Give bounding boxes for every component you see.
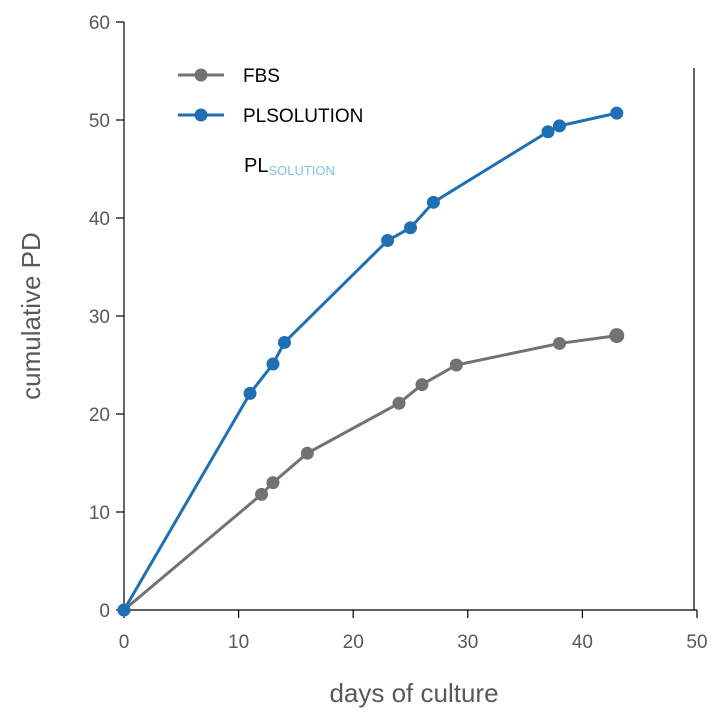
data-series [117, 106, 625, 617]
annotation-main: PL [244, 155, 268, 177]
data-point-plsolution [277, 335, 291, 349]
x-tick-label: 40 [572, 632, 593, 653]
data-point-plsolution [552, 119, 566, 133]
series-line-plsolution [122, 111, 618, 611]
y-axis-title: cumulative PD [16, 232, 46, 400]
data-point-fbs [449, 358, 463, 372]
data-point-fbs [300, 446, 314, 460]
x-tick-label: 20 [343, 632, 364, 653]
legend-label-fbs: FBS [243, 66, 280, 87]
data-point-plsolution [610, 106, 624, 120]
data-point-plsolution [541, 125, 555, 139]
y-tick-label: 20 [89, 405, 110, 426]
x-tick-label: 50 [686, 632, 707, 653]
data-point-plsolution [381, 234, 395, 248]
data-point-plsolution [426, 195, 440, 209]
data-point-fbs [552, 336, 566, 350]
data-point-fbs [255, 487, 269, 501]
y-tick-label: 30 [89, 307, 110, 328]
y-tick-label: 0 [99, 601, 110, 622]
x-axis-title: days of culture [329, 678, 498, 708]
data-point-plsolution [266, 357, 280, 371]
data-point-plsolution [404, 221, 417, 235]
annotation-subscript: SOLUTION [268, 163, 334, 178]
series-line-fbs [123, 334, 617, 612]
legend-marker-fbs [194, 68, 208, 82]
x-tick-label: 10 [228, 632, 249, 653]
y-tick-label: 50 [89, 111, 110, 132]
data-point-plsolution [243, 386, 257, 400]
y-tick-label: 40 [89, 209, 110, 230]
x-tick-label: 0 [119, 632, 130, 653]
data-point-fbs [609, 328, 625, 344]
legend: FBS PLSOLUTION [178, 66, 363, 127]
legend-marker-plsolution [194, 108, 208, 122]
axis-ticks: 0 10 20 30 40 50 60 0 10 20 30 40 50 [89, 13, 708, 653]
data-point-fbs [415, 378, 429, 392]
y-tick-label: 60 [89, 13, 110, 34]
x-tick-label: 30 [457, 632, 478, 653]
annotation-pl: PLSOLUTION [244, 155, 335, 178]
y-tick-label: 10 [89, 503, 110, 524]
data-point-fbs [266, 476, 280, 490]
data-point-fbs [392, 396, 406, 410]
legend-label-plsolution: PLSOLUTION [243, 106, 363, 127]
data-point-plsolution [117, 603, 131, 617]
